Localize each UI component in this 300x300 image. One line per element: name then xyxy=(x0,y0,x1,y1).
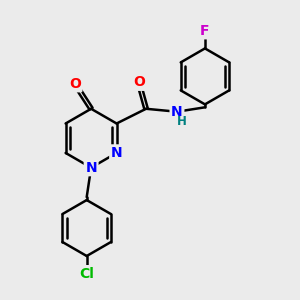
Text: F: F xyxy=(200,24,210,38)
Text: H: H xyxy=(176,115,186,128)
Text: N: N xyxy=(111,146,122,160)
Text: O: O xyxy=(133,75,145,89)
Text: Cl: Cl xyxy=(79,267,94,281)
Text: N: N xyxy=(171,105,183,119)
Text: O: O xyxy=(69,77,81,91)
Text: N: N xyxy=(85,161,97,175)
